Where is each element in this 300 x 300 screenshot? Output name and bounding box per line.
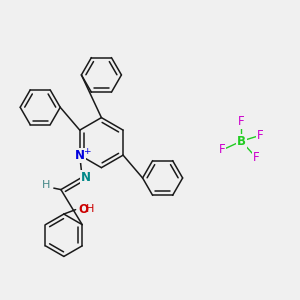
Text: F: F	[238, 115, 244, 128]
Text: N: N	[75, 149, 85, 162]
Text: H: H	[42, 180, 50, 190]
Text: N: N	[81, 171, 91, 184]
Text: F: F	[257, 129, 264, 142]
Text: +: +	[83, 147, 91, 156]
Text: O: O	[79, 202, 89, 215]
Text: F: F	[219, 143, 226, 157]
Text: B: B	[237, 135, 246, 148]
Text: H: H	[86, 204, 94, 214]
Text: F: F	[253, 151, 259, 164]
